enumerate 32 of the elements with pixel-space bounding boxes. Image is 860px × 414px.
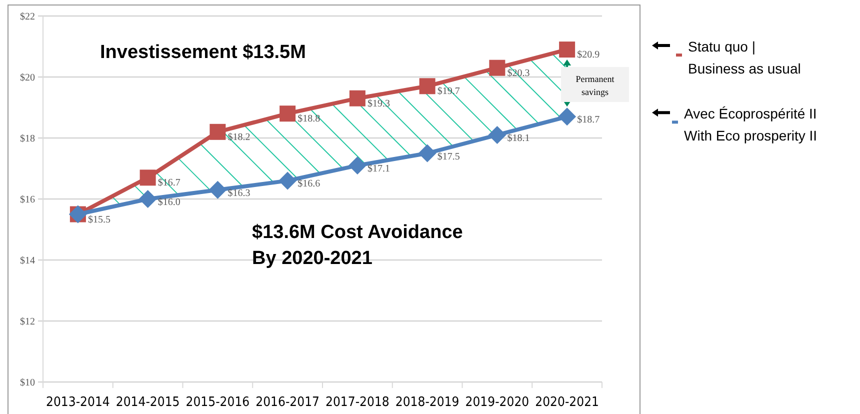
x-tick-label: 2017-2018 [326, 395, 396, 410]
x-tick-label: 2018-2019 [395, 395, 466, 410]
y-tick-label: $10 [20, 378, 35, 388]
data-label: $16.0 [158, 197, 180, 208]
annotation: $13.6M Cost Avoidance By 2020-2021 [252, 222, 463, 269]
x-tick-label: 2019-2020 [465, 395, 536, 410]
y-tick-label: $20 [20, 72, 35, 84]
x-tick-label: 2016-2017 [256, 395, 326, 410]
legend-label: Statu quo | Business as usual [688, 38, 801, 77]
data-label: $16.3 [228, 188, 250, 199]
x-tick-label: 2020-2021 [535, 395, 606, 410]
x-tick-label: 2014-2015 [116, 395, 187, 410]
data-label: $17.5 [437, 151, 460, 162]
data-label: $18.7 [577, 114, 600, 126]
y-tick-label: $14 [20, 256, 35, 266]
data-label: $18.8 [298, 114, 320, 125]
data-label: $15.5 [88, 214, 110, 226]
legend-label: Avec Écoprospérité II With Eco prosperity II [684, 106, 818, 144]
data-label: $18.2 [228, 132, 250, 143]
note-box: Permanent savings [561, 67, 629, 102]
annotation: Permanent savings [576, 74, 615, 97]
x-tick-label: 2013-2014 [46, 395, 117, 410]
y-tick-label: $22 [20, 12, 35, 22]
annotation: Investissement $13.5M [100, 42, 306, 63]
data-label: $20.9 [577, 50, 600, 61]
y-tick-label: $18 [20, 134, 35, 144]
x-tick-label: 2015-2016 [186, 395, 257, 410]
data-label: $18.1 [507, 132, 530, 144]
data-label: $17.1 [367, 163, 390, 174]
y-tick-label: $16 [20, 194, 35, 206]
data-label: $16.6 [298, 178, 320, 190]
y-tick-label: $12 [20, 316, 35, 328]
